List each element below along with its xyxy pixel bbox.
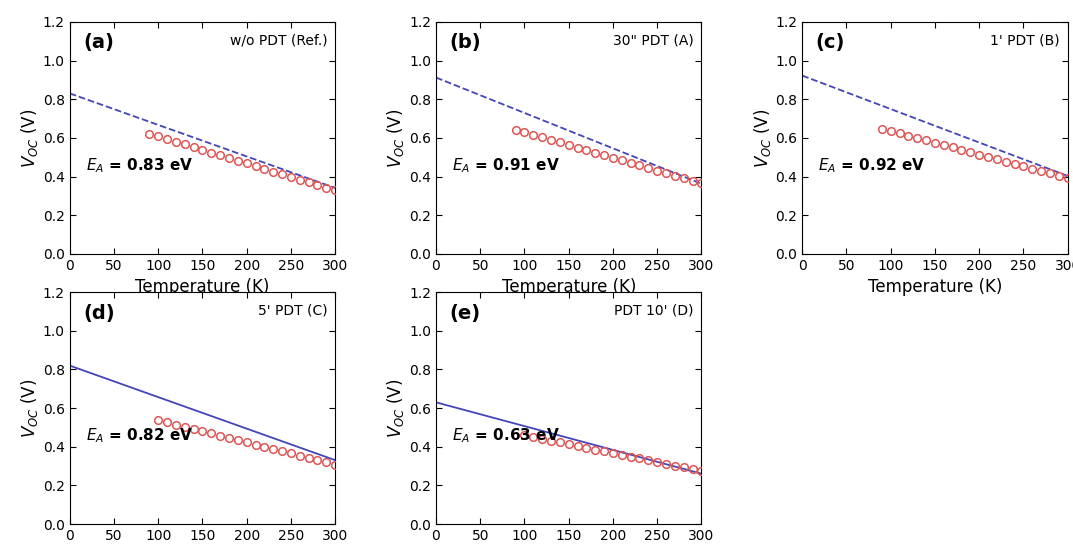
Text: $E_A$ = 0.82 eV: $E_A$ = 0.82 eV (86, 426, 193, 446)
Text: PDT 10' (D): PDT 10' (D) (614, 304, 693, 318)
Text: $E_A$ = 0.83 eV: $E_A$ = 0.83 eV (86, 156, 193, 175)
Text: 5' PDT (C): 5' PDT (C) (258, 304, 327, 318)
Y-axis label: $V_{OC}$ (V): $V_{OC}$ (V) (751, 108, 773, 168)
X-axis label: Temperature (K): Temperature (K) (135, 278, 269, 296)
Text: (c): (c) (815, 33, 844, 52)
Y-axis label: $V_{OC}$ (V): $V_{OC}$ (V) (19, 108, 40, 168)
Y-axis label: $V_{OC}$ (V): $V_{OC}$ (V) (385, 108, 407, 168)
Text: 30" PDT (A): 30" PDT (A) (613, 33, 693, 48)
Text: (d): (d) (83, 304, 115, 323)
Y-axis label: $V_{OC}$ (V): $V_{OC}$ (V) (19, 378, 40, 438)
X-axis label: Temperature (K): Temperature (K) (501, 278, 636, 296)
Text: (e): (e) (450, 304, 481, 323)
X-axis label: Temperature (K): Temperature (K) (868, 278, 1002, 296)
Text: 1' PDT (B): 1' PDT (B) (990, 33, 1060, 48)
Text: (b): (b) (450, 33, 481, 52)
Text: (a): (a) (83, 33, 114, 52)
Text: $E_A$ = 0.92 eV: $E_A$ = 0.92 eV (819, 156, 926, 175)
Y-axis label: $V_{OC}$ (V): $V_{OC}$ (V) (385, 378, 407, 438)
Text: $E_A$ = 0.91 eV: $E_A$ = 0.91 eV (452, 156, 560, 175)
Text: w/o PDT (Ref.): w/o PDT (Ref.) (230, 33, 327, 48)
Text: $E_A$ = 0.63 eV: $E_A$ = 0.63 eV (452, 426, 560, 446)
